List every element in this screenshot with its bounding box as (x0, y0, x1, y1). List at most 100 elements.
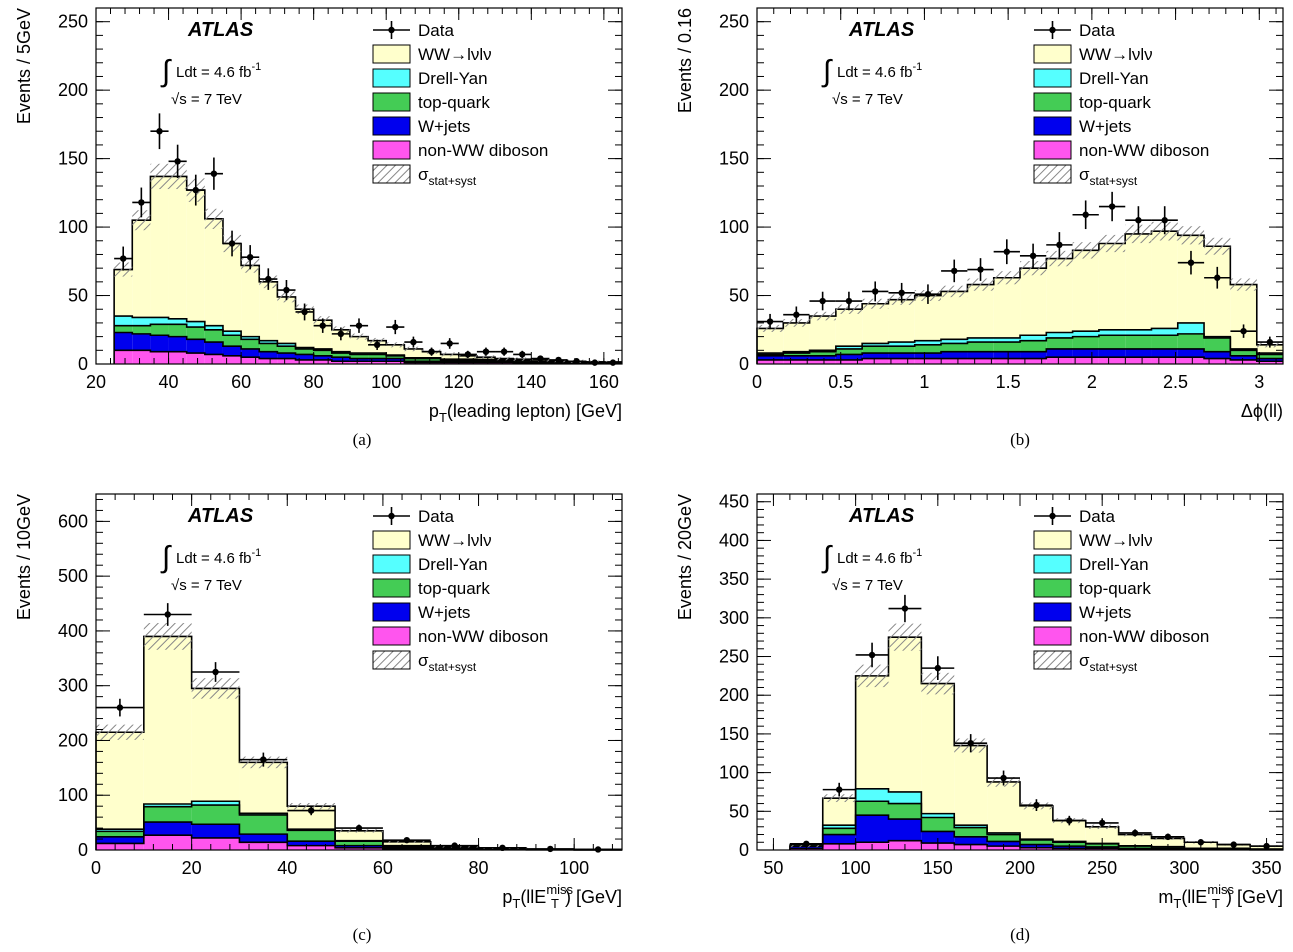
data-point (482, 348, 490, 355)
x-tick-label: 1 (919, 372, 929, 392)
data-point (901, 605, 909, 612)
hist-top-bin (132, 325, 151, 334)
data-point (1240, 327, 1247, 335)
x-tick-label: 2.5 (1163, 372, 1188, 392)
legend-label-dy: Drell-Yan (418, 555, 488, 574)
hist-ww-bin (822, 798, 856, 826)
hist-top-bin (1125, 335, 1152, 349)
hist-dy-bin (862, 343, 889, 347)
hist-ww-bin (888, 637, 922, 792)
data-point (500, 348, 508, 355)
y-tick-label: 400 (58, 621, 88, 641)
data-point (1108, 203, 1116, 210)
hist-ww-bin (862, 303, 889, 344)
data-point (307, 807, 315, 814)
data-point (1066, 817, 1073, 824)
data-point (519, 351, 526, 358)
hist-dy-bin (96, 829, 144, 832)
legend-swatch-diboson (372, 626, 411, 646)
hist-ww-bin (313, 320, 332, 349)
uncertainty-band (1204, 237, 1231, 255)
hist-diboson-bin (277, 358, 296, 364)
x-tick-label: 200 (1005, 858, 1035, 878)
hist-dy-bin (855, 788, 889, 802)
legend-swatch-ww (372, 44, 411, 64)
legend-label-unc: σstat+syst (418, 651, 477, 674)
hist-ww-bin (1125, 233, 1152, 330)
hist-ww-bin (1046, 258, 1073, 333)
x-tick-label: 140 (516, 372, 546, 392)
y-tick-label: 0 (739, 840, 749, 860)
hist-diboson-bin (1177, 357, 1205, 364)
integral-sign: ∫ (160, 55, 172, 88)
data-point (835, 786, 843, 793)
hist-ww-bin (835, 309, 863, 347)
x-tick-label: 350 (1252, 858, 1282, 878)
hist-dy-bin (143, 803, 192, 807)
hist-ww-bin (1230, 284, 1257, 349)
data-point (212, 668, 219, 676)
panel-caption: (d) (1010, 925, 1030, 944)
hist-wjets-bin (295, 354, 314, 360)
data-point (120, 255, 127, 262)
legend-swatch-ww (1033, 44, 1072, 64)
chart-panel-b: 0 0.5 1 1.5 2 2.5 3 0 50 100 150 200 250 Events / 0.1… (675, 7, 1284, 449)
data-point (283, 286, 290, 294)
uncertainty-band (888, 623, 922, 651)
y-tick-label: 100 (58, 785, 88, 805)
uncertainty-band (1020, 261, 1047, 276)
y-tick-label: 200 (58, 730, 88, 750)
legend-label-ww: WW→lνlν (418, 531, 492, 550)
hist-wjets-bin (1177, 348, 1205, 358)
x-tick-label: 2 (1087, 372, 1097, 392)
hist-diboson-bin (368, 361, 387, 364)
data-point (803, 840, 810, 848)
legend-label-data: Data (418, 507, 454, 526)
data-point (1164, 833, 1172, 841)
atlas-label: ATLAS (848, 505, 915, 527)
data-point (977, 266, 984, 273)
hist-ww-bin (168, 176, 187, 319)
legend-label-ww: WW→lνlν (418, 45, 492, 64)
y-tick-label: 100 (719, 763, 749, 783)
hist-diboson-bin (259, 358, 278, 364)
hist-top-bin (1046, 337, 1073, 349)
uncertainty-band (855, 664, 889, 688)
legend-label-wjets: W+jets (418, 603, 470, 622)
hist-top-bin (1072, 336, 1099, 349)
legend-swatch-ww (1033, 530, 1072, 550)
y-tick-label: 150 (58, 149, 88, 169)
y-tick-label: 250 (719, 12, 749, 32)
hist-ww-bin (440, 354, 459, 360)
hist-ww-bin (993, 277, 1021, 338)
y-tick-label: 250 (58, 12, 88, 32)
hist-ww-bin (941, 291, 968, 340)
uncertainty-band (1072, 242, 1099, 259)
uncertainty-band (513, 357, 532, 361)
hist-top-bin (335, 841, 383, 846)
hist-ww-bin (204, 218, 223, 326)
uncertainty-band (143, 623, 192, 650)
data-point (1033, 801, 1040, 809)
hist-ww-bin (331, 329, 350, 352)
x-tick-label: 60 (373, 858, 393, 878)
data-point (116, 704, 124, 711)
hist-ww-bin (954, 745, 988, 826)
hist-wjets-bin (204, 342, 223, 355)
hist-top-bin (1098, 335, 1126, 349)
data-point (1029, 252, 1037, 260)
hist-diboson-bin (96, 843, 144, 850)
hist-top-bin (1177, 333, 1205, 349)
legend-label-wjets: W+jets (418, 117, 470, 136)
hist-dy-bin (186, 321, 205, 328)
hist-ww-bin (259, 281, 278, 341)
legend-swatch-unc (1033, 164, 1072, 184)
y-axis-label: Events / 0.16 (675, 8, 695, 113)
y-tick-label: 0 (78, 840, 88, 860)
legend-data-marker (388, 512, 395, 520)
uncertainty-band (191, 678, 240, 699)
energy-label: √s = 7 TeV (832, 91, 903, 108)
x-tick-label: 80 (304, 372, 324, 392)
hist-top-bin (783, 353, 810, 356)
hist-wjets-bin (313, 355, 332, 360)
